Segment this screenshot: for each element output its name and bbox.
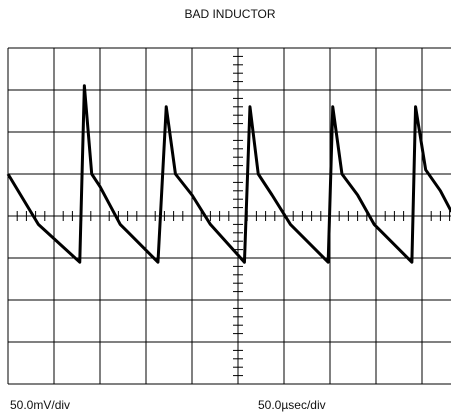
y-scale-label: 50.0mV/div — [10, 398, 70, 412]
trace — [6, 84, 451, 264]
x-scale-label: 50.0µsec/div — [258, 398, 326, 412]
chart-title: BAD INDUCTOR — [184, 7, 275, 21]
